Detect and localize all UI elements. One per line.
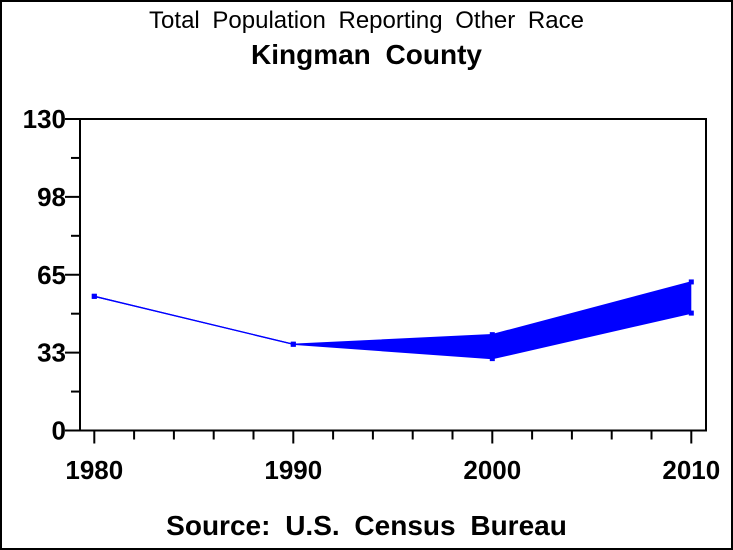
chart-subtitle: Kingman County	[251, 39, 482, 70]
y-tick-label: 33	[37, 338, 66, 368]
data-point-marker	[489, 332, 495, 338]
chart-title: Total Population Reporting Other Race	[149, 7, 584, 34]
y-tick-label: 0	[52, 416, 66, 446]
data-point-marker	[290, 341, 296, 347]
x-tick-label: 2000	[463, 455, 521, 485]
y-tick-label: 130	[23, 104, 66, 134]
x-tick-label: 1980	[65, 455, 123, 485]
data-point-marker	[91, 293, 97, 299]
x-tick-label: 2010	[662, 455, 720, 485]
band-area	[94, 281, 692, 359]
data-point-marker	[688, 310, 694, 316]
y-tick-label: 65	[37, 260, 66, 290]
data-point-marker	[489, 356, 495, 362]
x-tick-label: 1990	[264, 455, 322, 485]
source-caption: Source: U.S. Census Bureau	[166, 510, 567, 541]
data-point-marker	[688, 279, 694, 285]
y-tick-label: 98	[37, 182, 66, 212]
plot-frame	[79, 118, 707, 432]
lower-series-line	[94, 295, 692, 360]
